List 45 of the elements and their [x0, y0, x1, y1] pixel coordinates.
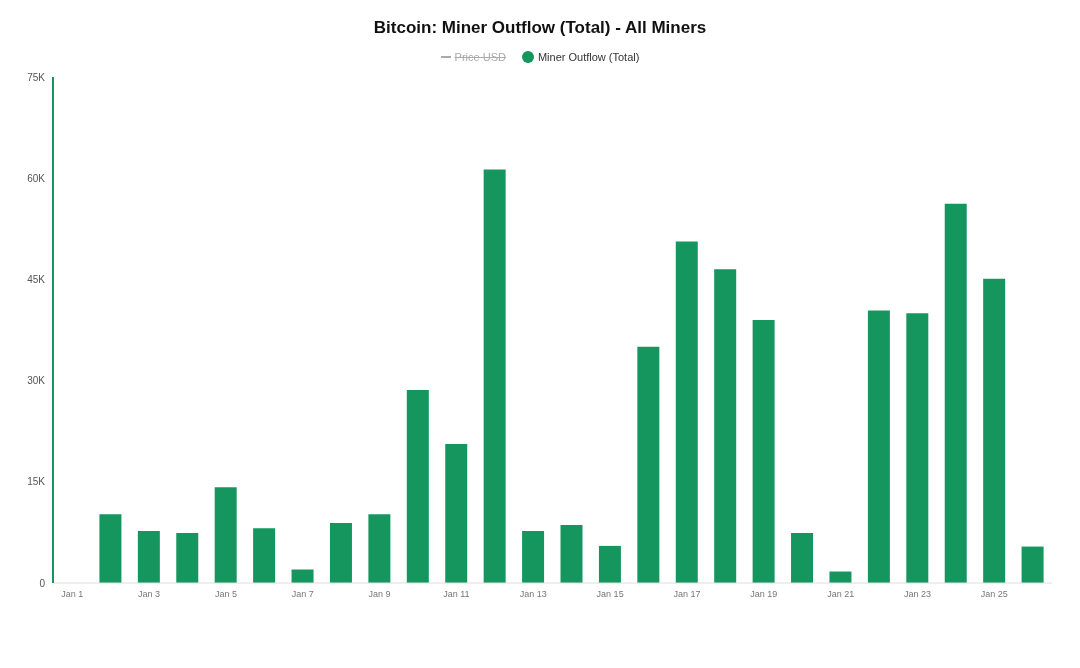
- x-tick-label: Jan 25: [980, 589, 1008, 600]
- y-tick-label: 60K: [27, 172, 46, 184]
- chart-title: Bitcoin: Miner Outflow (Total) - All Miners: [372, 18, 708, 38]
- bar: [329, 523, 352, 584]
- x-tick-label: Jan 5: [214, 589, 237, 600]
- legend-label: Miner Outflow (Total): [536, 51, 640, 64]
- x-tick-label: Jan 11: [443, 589, 470, 600]
- y-tick-label: 75K: [27, 71, 46, 83]
- y-tick-label: 45K: [27, 274, 46, 286]
- bar: [598, 545, 621, 584]
- x-tick-label: Jan 7: [291, 589, 314, 600]
- bar: [214, 487, 237, 584]
- x-tick-label: Jan 21: [827, 589, 855, 600]
- bar: [176, 533, 199, 584]
- x-tick-label: Jan 3: [138, 589, 161, 600]
- bar: [483, 169, 506, 584]
- bar: [560, 525, 583, 584]
- x-tick-label: Jan 13: [519, 589, 547, 600]
- bar: [99, 514, 122, 584]
- bar: [714, 269, 737, 584]
- bar: [522, 531, 545, 584]
- bar: [368, 514, 391, 584]
- x-tick-label: Jan 23: [904, 589, 932, 600]
- bar: [406, 390, 429, 584]
- y-tick-label: 15K: [27, 476, 46, 488]
- bar: [637, 346, 660, 584]
- bar: [752, 319, 775, 584]
- x-tick-label: Jan 17: [673, 589, 701, 600]
- bar: [983, 278, 1006, 584]
- bar: [445, 444, 468, 584]
- x-tick-label: Jan 9: [368, 589, 391, 600]
- bar: [137, 531, 160, 584]
- bar: [944, 203, 967, 584]
- x-tick-label: Jan 1: [61, 589, 84, 600]
- bar: [253, 528, 276, 584]
- x-tick-label: Jan 19: [750, 589, 778, 600]
- y-tick-label: 30K: [27, 375, 46, 387]
- bar: [1021, 546, 1044, 584]
- x-tick-label: Jan 15: [596, 589, 624, 600]
- bar: [906, 313, 929, 584]
- bar: [867, 310, 890, 584]
- bar: [675, 241, 698, 584]
- legend-label: Price USD: [453, 51, 506, 64]
- bar: [791, 533, 814, 584]
- y-tick-label: 0: [39, 577, 46, 589]
